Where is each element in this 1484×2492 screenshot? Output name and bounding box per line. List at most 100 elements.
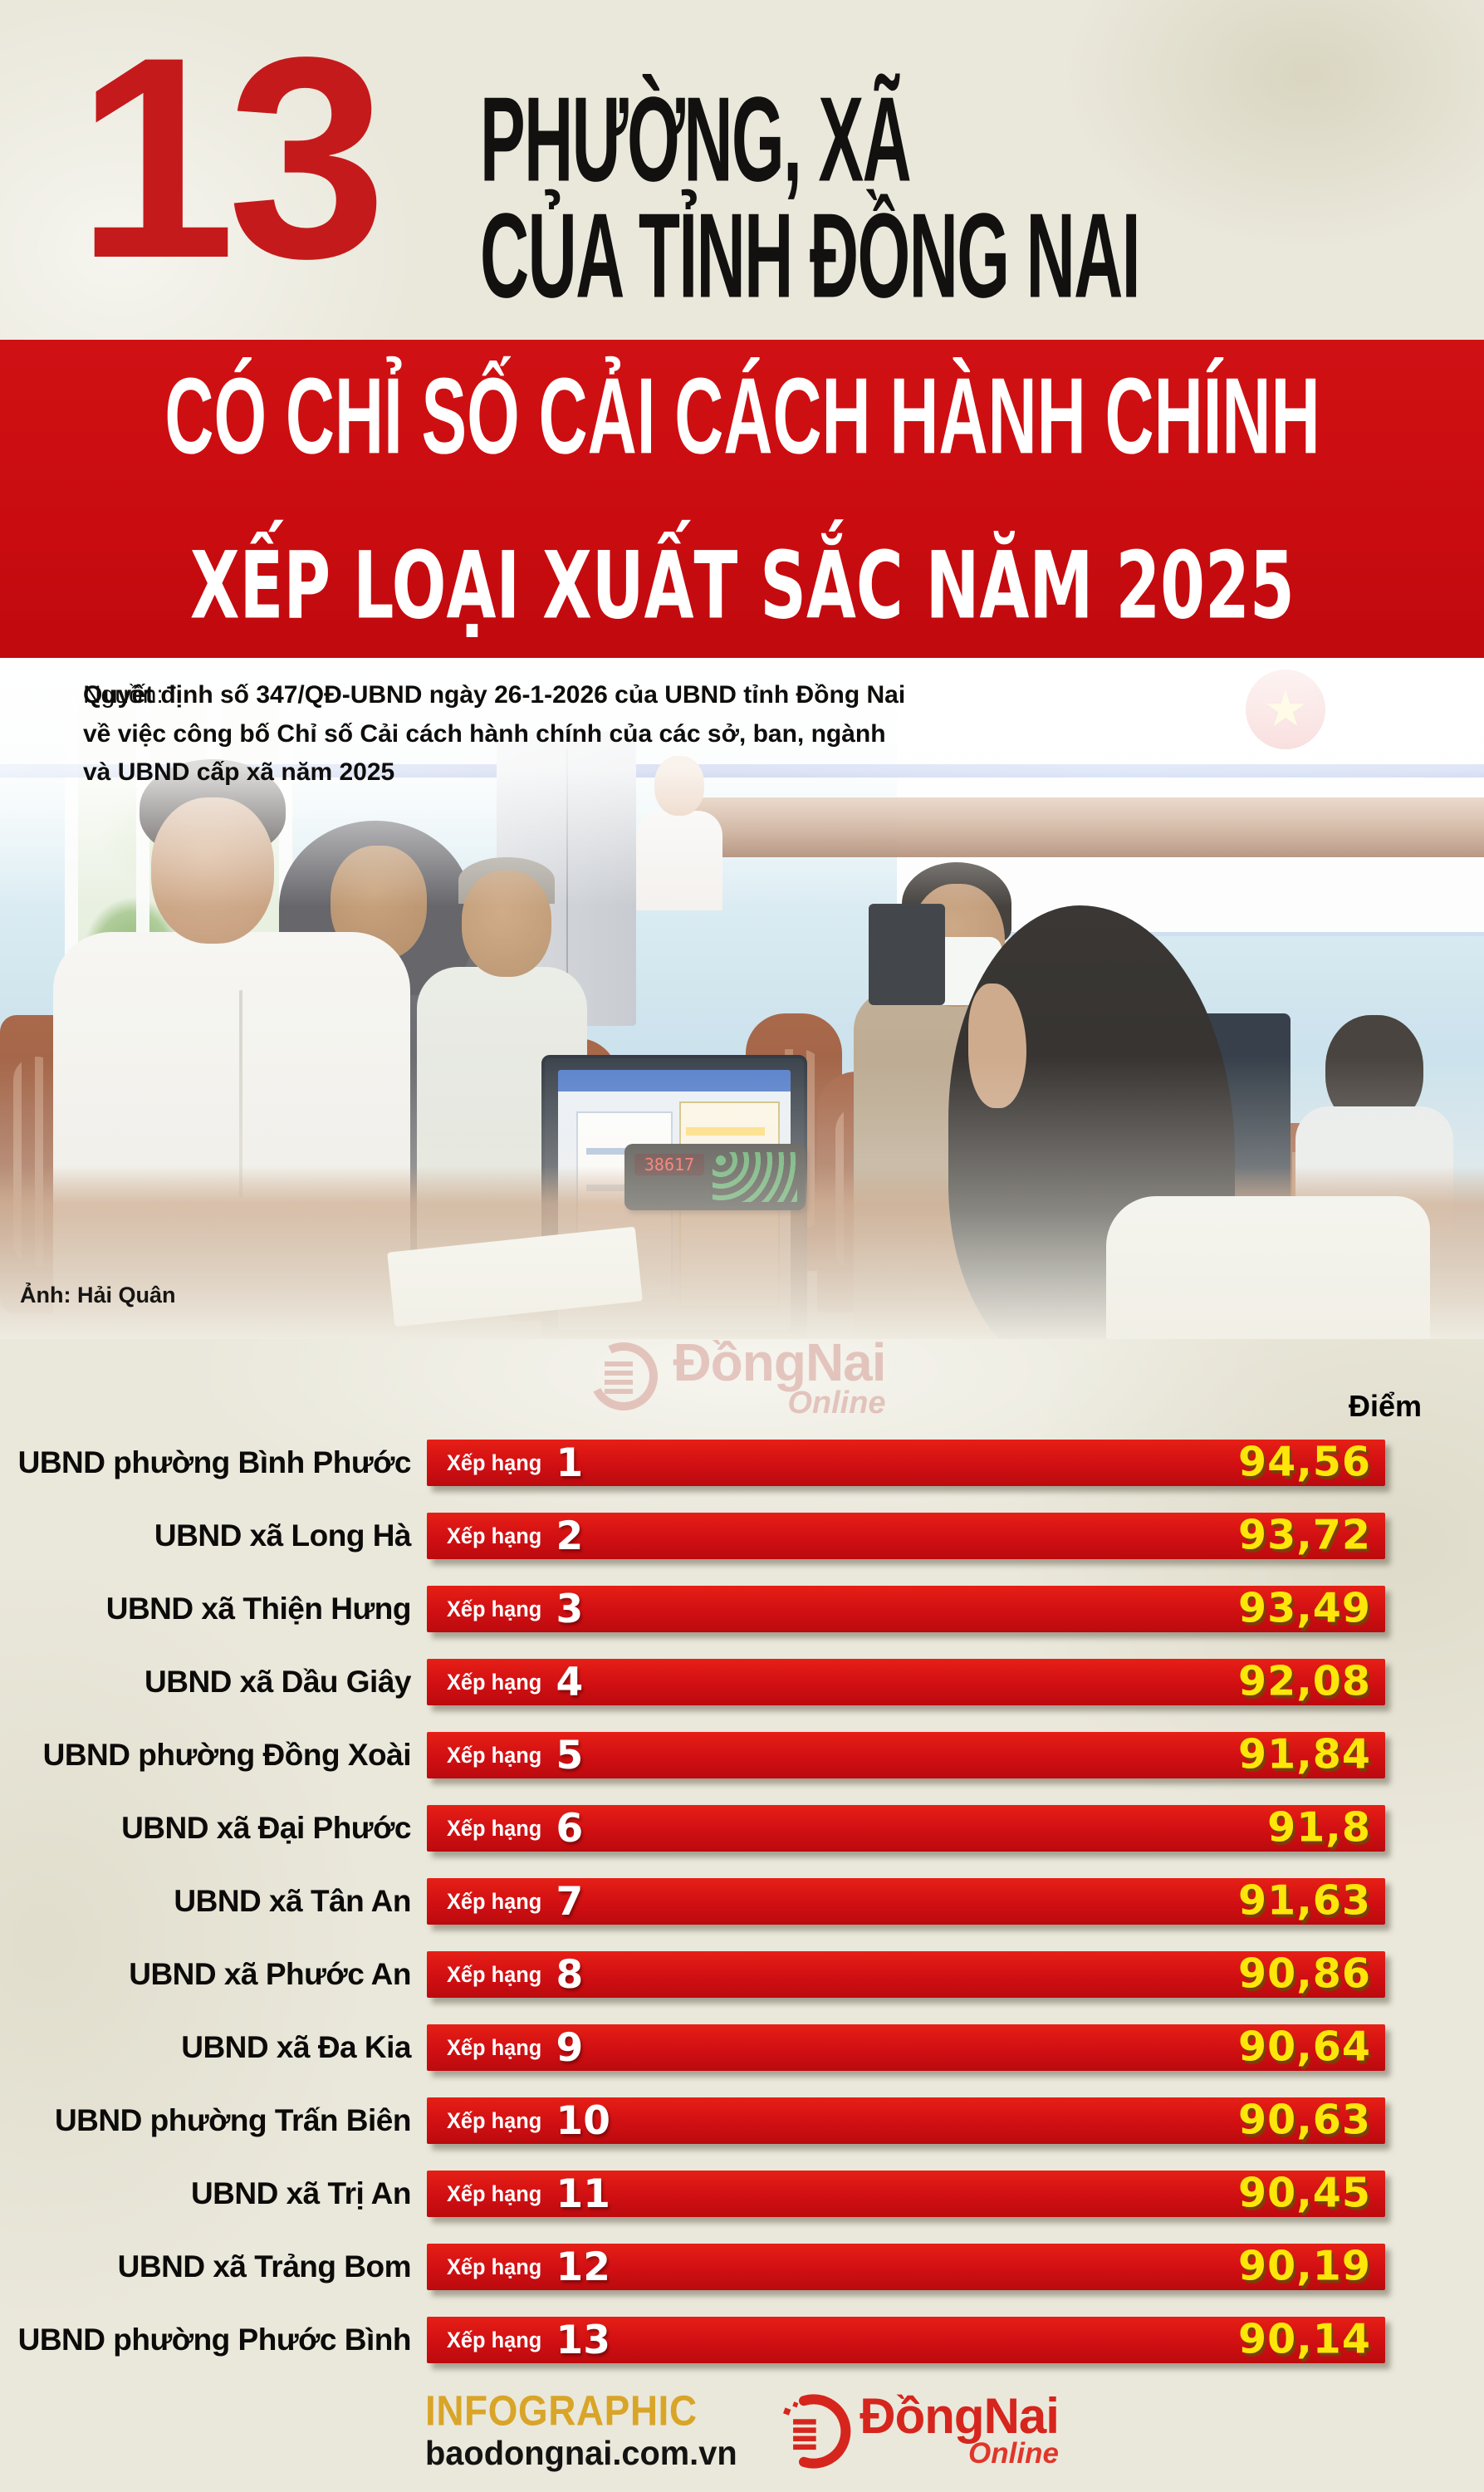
score-value: 90,45	[1238, 2169, 1371, 2217]
unit-name: UBND xã Phước An	[129, 1957, 411, 1991]
dongnai-logo-icon	[783, 2394, 851, 2469]
office-photo: ★	[0, 658, 1484, 1339]
score-value: 90,63	[1238, 2096, 1371, 2144]
title-banner: CÓ CHỈ SỐ CẢI CÁCH HÀNH CHÍNH XẾP LOẠI X…	[0, 340, 1484, 658]
unit-name: UBND xã Tân An	[174, 1884, 411, 1918]
headline-line-2: CỦA TỈNH ĐỒNG NAI	[480, 189, 1141, 324]
unit-name: UBND xã Đại Phước	[121, 1811, 411, 1845]
watermark-brand: ĐồngNai	[673, 1332, 886, 1392]
banner-line-1: CÓ CHỈ SỐ CẢI CÁCH HÀNH CHÍNH	[164, 354, 1320, 477]
source-label: Nguồn:	[83, 681, 164, 709]
score-value: 90,19	[1238, 2242, 1371, 2290]
rank-label: Xếp hạng	[447, 2254, 542, 2279]
rank-number: 5	[556, 1732, 584, 1778]
score-value: 90,64	[1238, 2023, 1371, 2071]
rank-label: Xếp hạng	[447, 1888, 542, 1914]
table-row: UBND xã Tân An Xếp hạng 7 91,63	[0, 1878, 1484, 1925]
unit-name: UBND xã Dầu Giây	[144, 1665, 412, 1699]
rank-number: 2	[556, 1513, 584, 1559]
table-row: UBND xã Thiện Hưng Xếp hạng 3 93,49	[0, 1586, 1484, 1632]
rank-label: Xếp hạng	[447, 2327, 542, 2352]
score-value: 92,08	[1238, 1657, 1371, 1705]
rank-bar: Xếp hạng 12 90,19	[427, 2244, 1385, 2290]
unit-name: UBND xã Đa Kia	[181, 2030, 411, 2064]
rank-number: 9	[556, 2024, 584, 2071]
score-value: 91,63	[1238, 1876, 1371, 1925]
logo-sub-text: Online	[968, 2436, 1059, 2470]
rank-number: 10	[556, 2097, 610, 2144]
unit-name: UBND phường Trấn Biên	[54, 2103, 412, 2137]
source-line-1: Quyết định số 347/QĐ-UBND ngày 26-1-2026…	[83, 681, 906, 709]
ranking-list: UBND phường Bình Phước Xếp hạng 1 94,56 …	[0, 1440, 1484, 2363]
rank-bar: Xếp hạng 6 91,8	[427, 1805, 1385, 1852]
score-value: 91,84	[1238, 1730, 1371, 1778]
rank-number: 12	[556, 2244, 610, 2290]
rank-bar: Xếp hạng 5 91,84	[427, 1732, 1385, 1778]
rank-label: Xếp hạng	[447, 2107, 542, 2133]
banner-line-2: XẾP LOẠI XUẤT SẮC NĂM 2025	[189, 532, 1295, 640]
source-line-2: về việc công bố Chỉ số Cải cách hành chí…	[83, 719, 886, 748]
rank-bar: Xếp hạng 9 90,64	[427, 2024, 1385, 2071]
table-row: UBND phường Đồng Xoài Xếp hạng 5 91,84	[0, 1732, 1484, 1778]
table-row: UBND xã Trị An Xếp hạng 11 90,45	[0, 2171, 1484, 2217]
rank-number: 4	[556, 1659, 584, 1705]
rank-bar: Xếp hạng 1 94,56	[427, 1440, 1385, 1486]
rank-label: Xếp hạng	[447, 2180, 542, 2206]
rank-label: Xếp hạng	[447, 1669, 542, 1695]
website-url: baodongnai.com.vn	[425, 2434, 737, 2473]
rank-number: 11	[556, 2171, 610, 2217]
dongnai-logo-icon	[580, 1333, 668, 1420]
footer: INFOGRAPHIC baodongnai.com.vn ĐồngNai On…	[0, 2387, 1484, 2473]
rank-label: Xếp hạng	[447, 1596, 542, 1621]
unit-name: UBND phường Phước Bình	[17, 2323, 412, 2357]
rank-label: Xếp hạng	[447, 1523, 542, 1548]
rank-bar: Xếp hạng 2 93,72	[427, 1513, 1385, 1559]
score-column-header: Điểm	[1348, 1389, 1422, 1423]
table-row: UBND xã Trảng Bom Xếp hạng 12 90,19	[0, 2244, 1484, 2290]
score-value: 93,72	[1238, 1511, 1371, 1559]
table-row: UBND xã Long Hà Xếp hạng 2 93,72	[0, 1513, 1484, 1559]
table-row: UBND xã Dầu Giây Xếp hạng 4 92,08	[0, 1659, 1484, 1705]
table-row: UBND xã Đại Phước Xếp hạng 6 91,8	[0, 1805, 1484, 1852]
rank-bar: Xếp hạng 7 91,63	[427, 1878, 1385, 1925]
infographic-label: INFOGRAPHIC	[425, 2387, 698, 2435]
photo-bottom-fade	[0, 1057, 1484, 1339]
score-value: 90,86	[1238, 1950, 1371, 1998]
rank-bar: Xếp hạng 8 90,86	[427, 1951, 1385, 1998]
headline-line-1: PHƯỜNG, XÃ	[480, 72, 912, 208]
rank-number: 6	[556, 1805, 584, 1852]
table-row: UBND xã Phước An Xếp hạng 8 90,86	[0, 1951, 1484, 1998]
rank-number: 8	[556, 1951, 584, 1998]
rank-number: 7	[556, 1878, 584, 1925]
rank-label: Xếp hạng	[447, 1815, 542, 1841]
unit-name: UBND phường Đồng Xoài	[42, 1738, 412, 1772]
headline-number: 13	[76, 0, 387, 318]
unit-name: UBND xã Trị An	[190, 2176, 412, 2210]
score-value: 91,8	[1267, 1803, 1371, 1852]
rank-number: 3	[556, 1586, 584, 1632]
watermark-sub: Online	[787, 1385, 886, 1420]
rank-label: Xếp hạng	[447, 1742, 542, 1768]
rank-bar: Xếp hạng 3 93,49	[427, 1586, 1385, 1632]
table-row: UBND phường Trấn Biên Xếp hạng 10 90,63	[0, 2097, 1484, 2144]
table-row: UBND phường Bình Phước Xếp hạng 1 94,56	[0, 1440, 1484, 1486]
table-row: UBND xã Đa Kia Xếp hạng 9 90,64	[0, 2024, 1484, 2071]
source-line-3: và UBND cấp xã năm 2025	[83, 758, 395, 786]
watermark: ĐồngNai Online	[0, 1332, 1484, 1420]
rank-number: 13	[556, 2317, 610, 2363]
rank-label: Xếp hạng	[447, 2034, 542, 2060]
rank-bar: Xếp hạng 10 90,63	[427, 2097, 1385, 2144]
dongnai-online-logo: ĐồngNai Online	[775, 2387, 1060, 2470]
rank-bar: Xếp hạng 13 90,14	[427, 2317, 1385, 2363]
logo-brand-text: ĐồngNai	[860, 2387, 1060, 2444]
photo-credit: Ảnh: Hải Quân	[20, 1283, 176, 1307]
rank-number: 1	[556, 1440, 584, 1486]
score-value: 90,14	[1238, 2315, 1371, 2363]
rank-label: Xếp hạng	[447, 1961, 542, 1987]
score-value: 94,56	[1238, 1438, 1371, 1486]
rank-bar: Xếp hạng 11 90,45	[427, 2171, 1385, 2217]
table-row: UBND phường Phước Bình Xếp hạng 13 90,14	[0, 2317, 1484, 2363]
unit-name: UBND xã Thiện Hưng	[105, 1592, 412, 1626]
score-value: 93,49	[1238, 1584, 1371, 1632]
